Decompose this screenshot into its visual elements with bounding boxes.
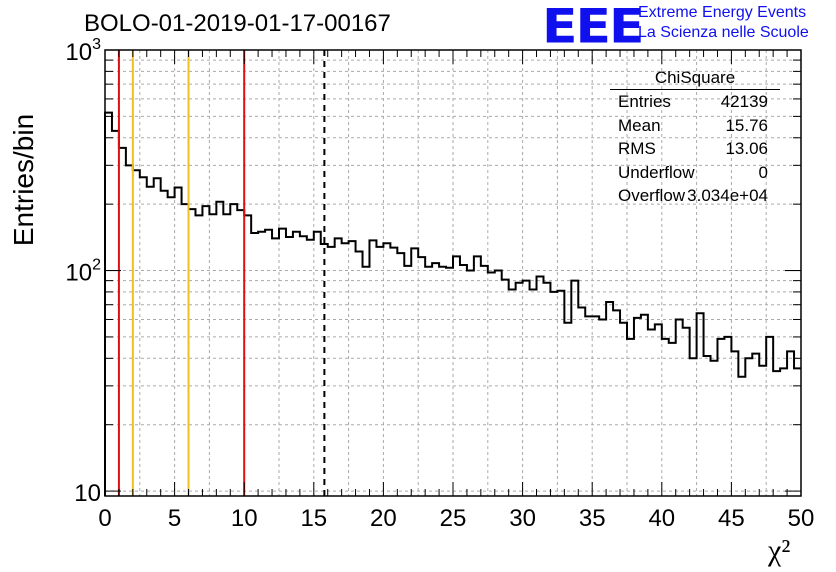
x-tick-label: 0 [98, 505, 111, 532]
x-tick-label: 35 [579, 505, 606, 532]
x-tick-label: 15 [300, 505, 327, 532]
histogram-series [104, 111, 801, 496]
x-tick-label: 5 [168, 505, 181, 532]
y-axis-label: Entries/bin [8, 113, 39, 247]
x-tick-label: 10 [231, 505, 258, 532]
stats-value: 3.034e+04 [687, 186, 768, 205]
x-axis-label: χ² [768, 534, 791, 567]
y-tick-label: 102 [65, 257, 101, 287]
chart-title: BOLO-01-2019-01-17-00167 [84, 10, 391, 37]
stats-value: 15.76 [725, 115, 768, 135]
x-tick-label: 20 [370, 505, 397, 532]
y-axis-label-wrap [8, 220, 48, 420]
x-tick-label: 50 [788, 505, 815, 532]
stats-value: 13.06 [725, 139, 768, 158]
stats-box: ChiSquare Entries 42139 Mean 15.76 RMS 1… [610, 68, 780, 210]
x-tick-label: 30 [509, 505, 536, 532]
stats-value: 0 [758, 162, 768, 182]
x-tick-label: 45 [718, 505, 745, 532]
stats-row-underflow: Underflow 0 [610, 163, 780, 187]
stats-key: RMS [618, 139, 656, 158]
stats-title: ChiSquare [610, 68, 780, 90]
stats-key: Underflow [618, 162, 695, 182]
stats-row-rms: RMS 13.06 [610, 139, 780, 163]
stats-value: 42139 [720, 92, 768, 111]
y-tick-label: 10 [74, 480, 101, 507]
x-tick-label: 40 [648, 505, 675, 532]
eee-logo: EEE [542, 0, 645, 54]
stats-key: Mean [618, 115, 661, 135]
stats-row-entries: Entries 42139 [610, 92, 780, 116]
x-tick-label: 25 [440, 505, 467, 532]
logo-line-2: La Scienza nelle Scuole [638, 24, 809, 41]
stats-row-mean: Mean 15.76 [610, 116, 780, 140]
stats-key: Entries [618, 92, 671, 111]
y-tick-label: 103 [65, 36, 101, 66]
stats-key: Overflow [618, 186, 686, 205]
logo-line-1: Extreme Energy Events [638, 4, 807, 21]
stats-row-overflow: Overflow 3.034e+04 [610, 186, 780, 210]
